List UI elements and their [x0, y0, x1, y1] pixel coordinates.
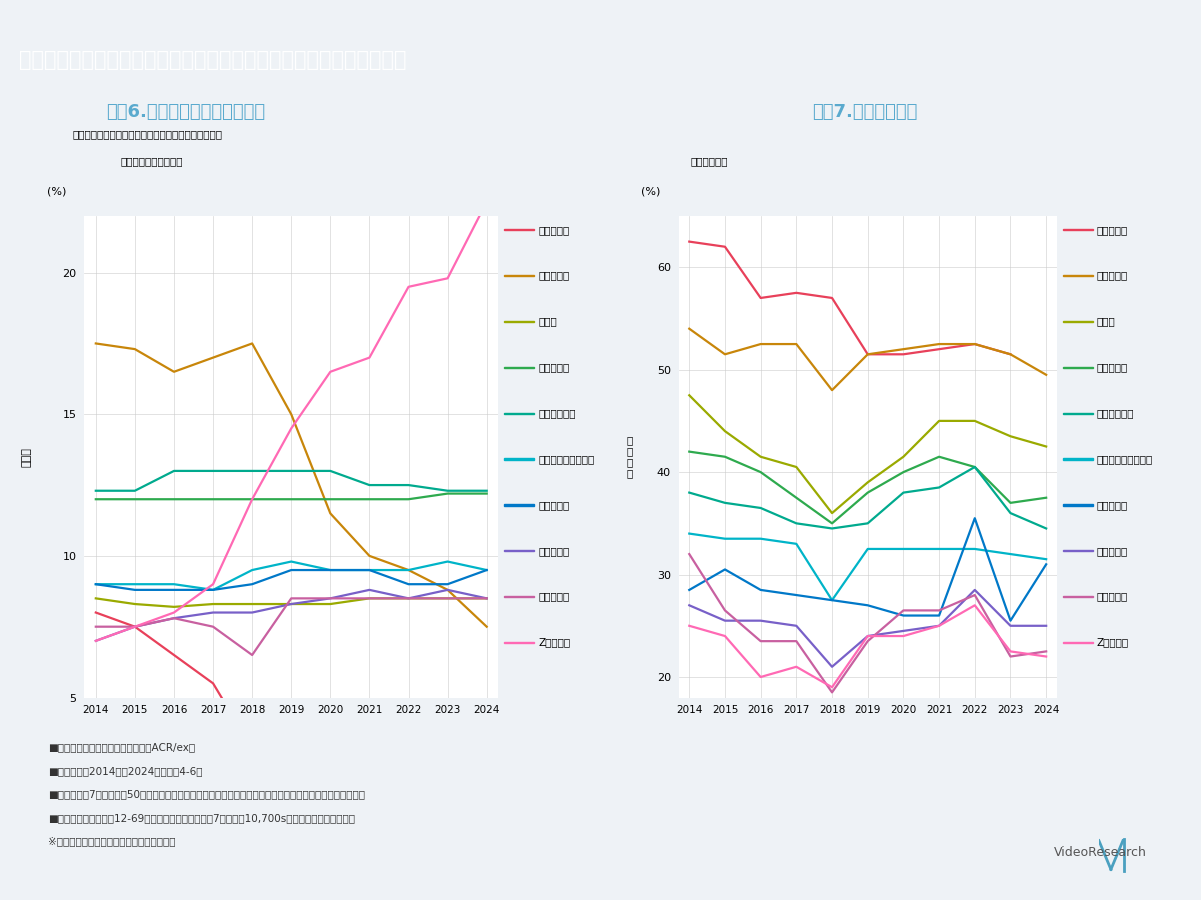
Text: ＜図7.世代別推移＞: ＜図7.世代別推移＞: [812, 104, 918, 122]
Text: 環境保護を考えた商品をなるべく買うようにしている: 環境保護を考えた商品をなるべく買うようにしている: [72, 130, 222, 140]
Text: (%): (%): [641, 186, 661, 197]
Text: 世代別回答率: 世代別回答率: [691, 157, 728, 166]
Text: 「環境保護を考えた商品をなるべく買うようにしている」意識データ: 「環境保護を考えた商品をなるべく買うようにしている」意識データ: [19, 50, 407, 70]
Text: 新人類: 新人類: [538, 317, 557, 327]
Text: ポスト団塊ジュニア: ポスト団塊ジュニア: [1097, 454, 1153, 464]
Text: ■調査サンプル：男女12-69歳の個人を対象に、各年7地区計約10,700s（各年の調査期間平均）: ■調査サンプル：男女12-69歳の個人を対象に、各年7地区計約10,700s（各…: [48, 813, 355, 823]
Text: はざま世代: はざま世代: [1097, 500, 1128, 510]
Text: はざま世代: はざま世代: [538, 500, 569, 510]
Text: 団塊の世代: 団塊の世代: [538, 225, 569, 235]
Text: ■調査地区：7地区（東京50㎞圏、関西地区、名古屋地区、北部九州地区、札幌地区、仙台地区、広島地区）: ■調査地区：7地区（東京50㎞圏、関西地区、名古屋地区、北部九州地区、札幌地区、…: [48, 789, 365, 799]
Text: 団塊の世代: 団塊の世代: [1097, 225, 1128, 235]
Text: 団塊ジュニア: 団塊ジュニア: [1097, 409, 1134, 419]
Text: VideoResearch: VideoResearch: [1054, 847, 1147, 860]
Text: 構成比: 構成比: [22, 446, 31, 467]
Text: 世代別対象者の構成比: 世代別対象者の構成比: [120, 157, 183, 166]
Text: ■調査時期：2014年～2024年の各年4-6月: ■調査時期：2014年～2024年の各年4-6月: [48, 766, 203, 776]
Text: ゆとり世代: ゆとり世代: [538, 545, 569, 556]
Text: しらけ世代: しらけ世代: [538, 271, 569, 281]
Text: しらけ世代: しらけ世代: [1097, 271, 1128, 281]
Text: 新人類: 新人類: [1097, 317, 1116, 327]
Text: ■データソース：ビデオリサーチ「ACR/ex」: ■データソース：ビデオリサーチ「ACR/ex」: [48, 742, 196, 752]
Text: ※地区人口によるウェイトバック集計を実施: ※地区人口によるウェイトバック集計を実施: [48, 836, 175, 846]
Text: さとり世代: さとり世代: [1097, 591, 1128, 601]
Text: さとり世代: さとり世代: [538, 591, 569, 601]
Text: Z世代以降: Z世代以降: [538, 637, 570, 647]
Text: 団塊ジュニア: 団塊ジュニア: [538, 409, 575, 419]
Text: (%): (%): [47, 186, 66, 197]
Text: バブル世代: バブル世代: [538, 363, 569, 373]
Text: ポスト団塊ジュニア: ポスト団塊ジュニア: [538, 454, 594, 464]
Text: 構
成
比
回: 構 成 比 回: [626, 436, 633, 478]
Text: ＜図6.世代別対象者の構成比＞: ＜図6.世代別対象者の構成比＞: [107, 104, 265, 122]
Text: バブル世代: バブル世代: [1097, 363, 1128, 373]
Text: Z世代以降: Z世代以降: [1097, 637, 1129, 647]
Text: ゆとり世代: ゆとり世代: [1097, 545, 1128, 556]
